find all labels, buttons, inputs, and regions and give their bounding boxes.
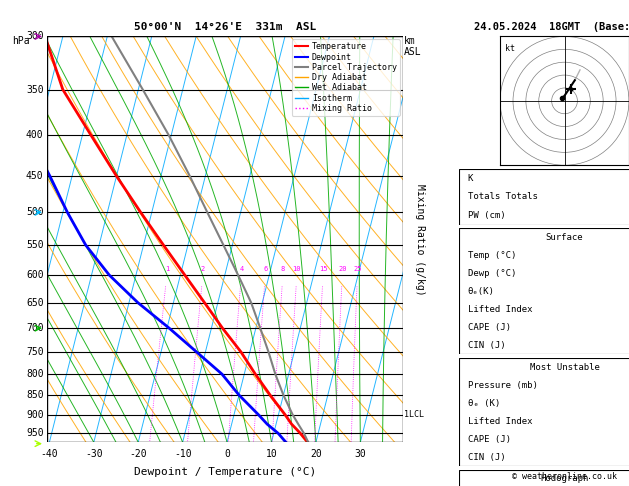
Text: 700: 700 xyxy=(26,323,43,333)
Text: CAPE (J): CAPE (J) xyxy=(467,434,511,444)
Text: 10: 10 xyxy=(265,449,277,459)
Text: 400: 400 xyxy=(26,131,43,140)
Text: 20: 20 xyxy=(310,449,322,459)
Text: 950: 950 xyxy=(26,428,43,438)
Text: 6: 6 xyxy=(263,266,267,272)
Text: Lifted Index: Lifted Index xyxy=(467,305,532,314)
Text: 0: 0 xyxy=(224,449,230,459)
Text: © weatheronline.co.uk: © weatheronline.co.uk xyxy=(512,472,617,481)
Text: 800: 800 xyxy=(26,369,43,379)
Text: CAPE (J): CAPE (J) xyxy=(467,323,511,332)
Text: Lifted Index: Lifted Index xyxy=(467,417,532,426)
Text: 8: 8 xyxy=(281,266,285,272)
Text: PW (cm): PW (cm) xyxy=(467,211,505,220)
Text: CIN (J): CIN (J) xyxy=(467,452,505,462)
Text: 600: 600 xyxy=(26,270,43,280)
Text: Most Unstable: Most Unstable xyxy=(530,363,599,372)
Text: 2: 2 xyxy=(201,266,205,272)
Text: 550: 550 xyxy=(26,240,43,250)
Text: 15: 15 xyxy=(319,266,327,272)
Text: 10: 10 xyxy=(292,266,301,272)
Text: Temp (°C): Temp (°C) xyxy=(467,251,516,260)
Text: kt: kt xyxy=(505,44,515,53)
Text: 24.05.2024  18GMT  (Base: 18): 24.05.2024 18GMT (Base: 18) xyxy=(474,21,629,32)
Text: 450: 450 xyxy=(26,171,43,181)
Text: -20: -20 xyxy=(130,449,147,459)
Text: 25: 25 xyxy=(353,266,362,272)
Text: Mixing Ratio (g/kg): Mixing Ratio (g/kg) xyxy=(415,184,425,295)
Text: 1LCL: 1LCL xyxy=(404,410,425,419)
Legend: Temperature, Dewpoint, Parcel Trajectory, Dry Adiabat, Wet Adiabat, Isotherm, Mi: Temperature, Dewpoint, Parcel Trajectory… xyxy=(292,39,400,116)
Text: hPa: hPa xyxy=(13,36,30,47)
Text: θₑ(K): θₑ(K) xyxy=(467,287,494,296)
Text: Dewp (°C): Dewp (°C) xyxy=(467,269,516,278)
Text: CIN (J): CIN (J) xyxy=(467,341,505,350)
Text: Totals Totals: Totals Totals xyxy=(467,192,537,201)
Text: 900: 900 xyxy=(26,410,43,420)
Text: K: K xyxy=(467,174,473,183)
Text: 750: 750 xyxy=(26,347,43,357)
Text: 500: 500 xyxy=(26,208,43,217)
Text: Pressure (mb): Pressure (mb) xyxy=(467,381,537,390)
Text: -10: -10 xyxy=(174,449,191,459)
Text: 30: 30 xyxy=(355,449,366,459)
Text: Hodograph: Hodograph xyxy=(540,474,589,484)
Text: 4: 4 xyxy=(239,266,243,272)
Text: 650: 650 xyxy=(26,297,43,308)
Text: -40: -40 xyxy=(40,449,58,459)
Text: km
ASL: km ASL xyxy=(404,36,421,57)
Text: 20: 20 xyxy=(338,266,347,272)
Text: 850: 850 xyxy=(26,390,43,400)
Text: 350: 350 xyxy=(26,85,43,94)
Text: θₑ (K): θₑ (K) xyxy=(467,399,500,408)
Text: Surface: Surface xyxy=(546,233,583,242)
Text: 300: 300 xyxy=(26,32,43,41)
Text: 50°00'N  14°26'E  331m  ASL: 50°00'N 14°26'E 331m ASL xyxy=(134,21,316,32)
Text: Dewpoint / Temperature (°C): Dewpoint / Temperature (°C) xyxy=(134,467,316,477)
Text: -30: -30 xyxy=(85,449,103,459)
Text: 1: 1 xyxy=(165,266,169,272)
